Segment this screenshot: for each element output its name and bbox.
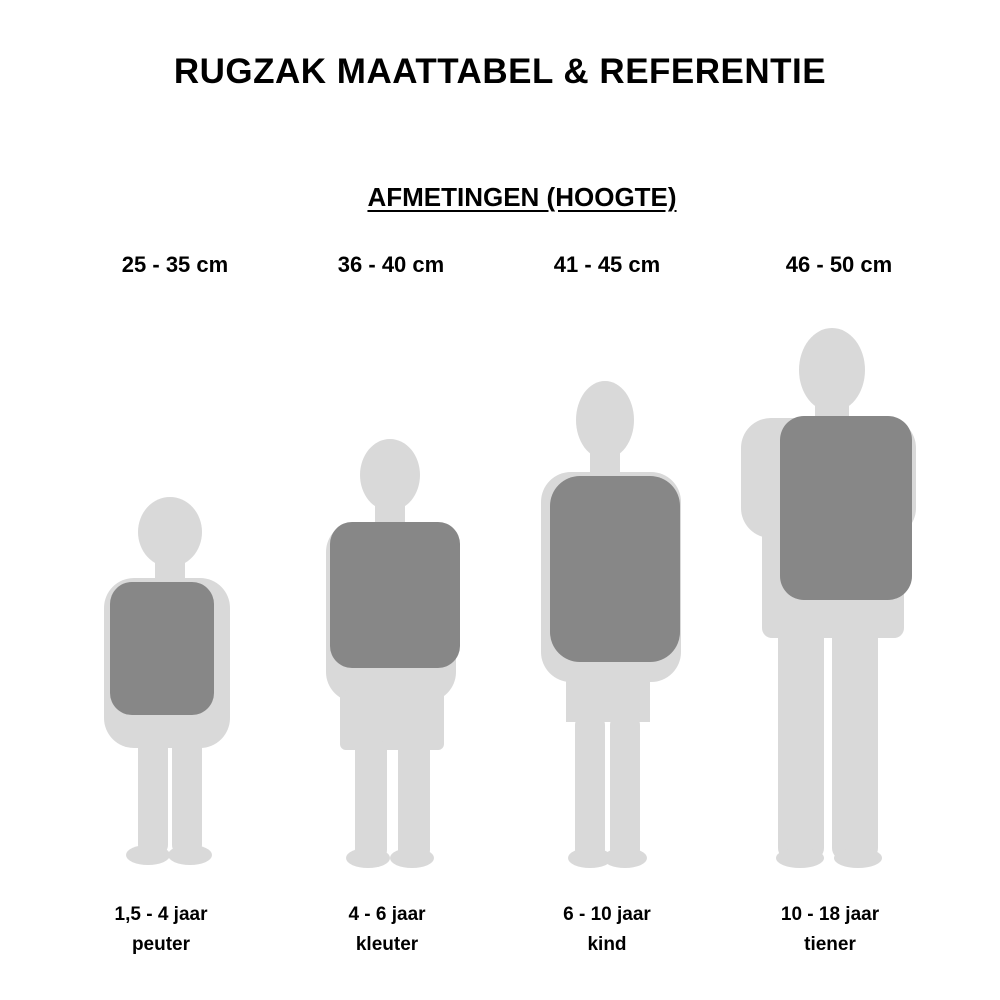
- backpack-child: [550, 476, 680, 662]
- size-label-1: 25 - 35 cm: [121, 252, 229, 277]
- section-heading: AFMETINGEN (HOOGTE): [367, 182, 677, 212]
- size-label-3: 41 - 45 cm: [553, 252, 661, 277]
- backpack-teen: [780, 416, 912, 600]
- backpack-toddler: [110, 582, 214, 715]
- page-title: RUGZAK MAATTABEL & REFERENTIE: [173, 52, 827, 91]
- size-label-4: 46 - 50 cm: [785, 252, 893, 277]
- age-label-2: 4 - 6 jaar kleuter: [348, 904, 426, 955]
- age-label-4: 10 - 18 jaar tiener: [780, 904, 880, 955]
- age-label-1: 1,5 - 4 jaar peuter: [114, 904, 208, 955]
- age-label-3: 6 - 10 jaar kind: [563, 904, 651, 955]
- size-label-2: 36 - 40 cm: [337, 252, 445, 277]
- backpack-preschooler: [330, 522, 460, 668]
